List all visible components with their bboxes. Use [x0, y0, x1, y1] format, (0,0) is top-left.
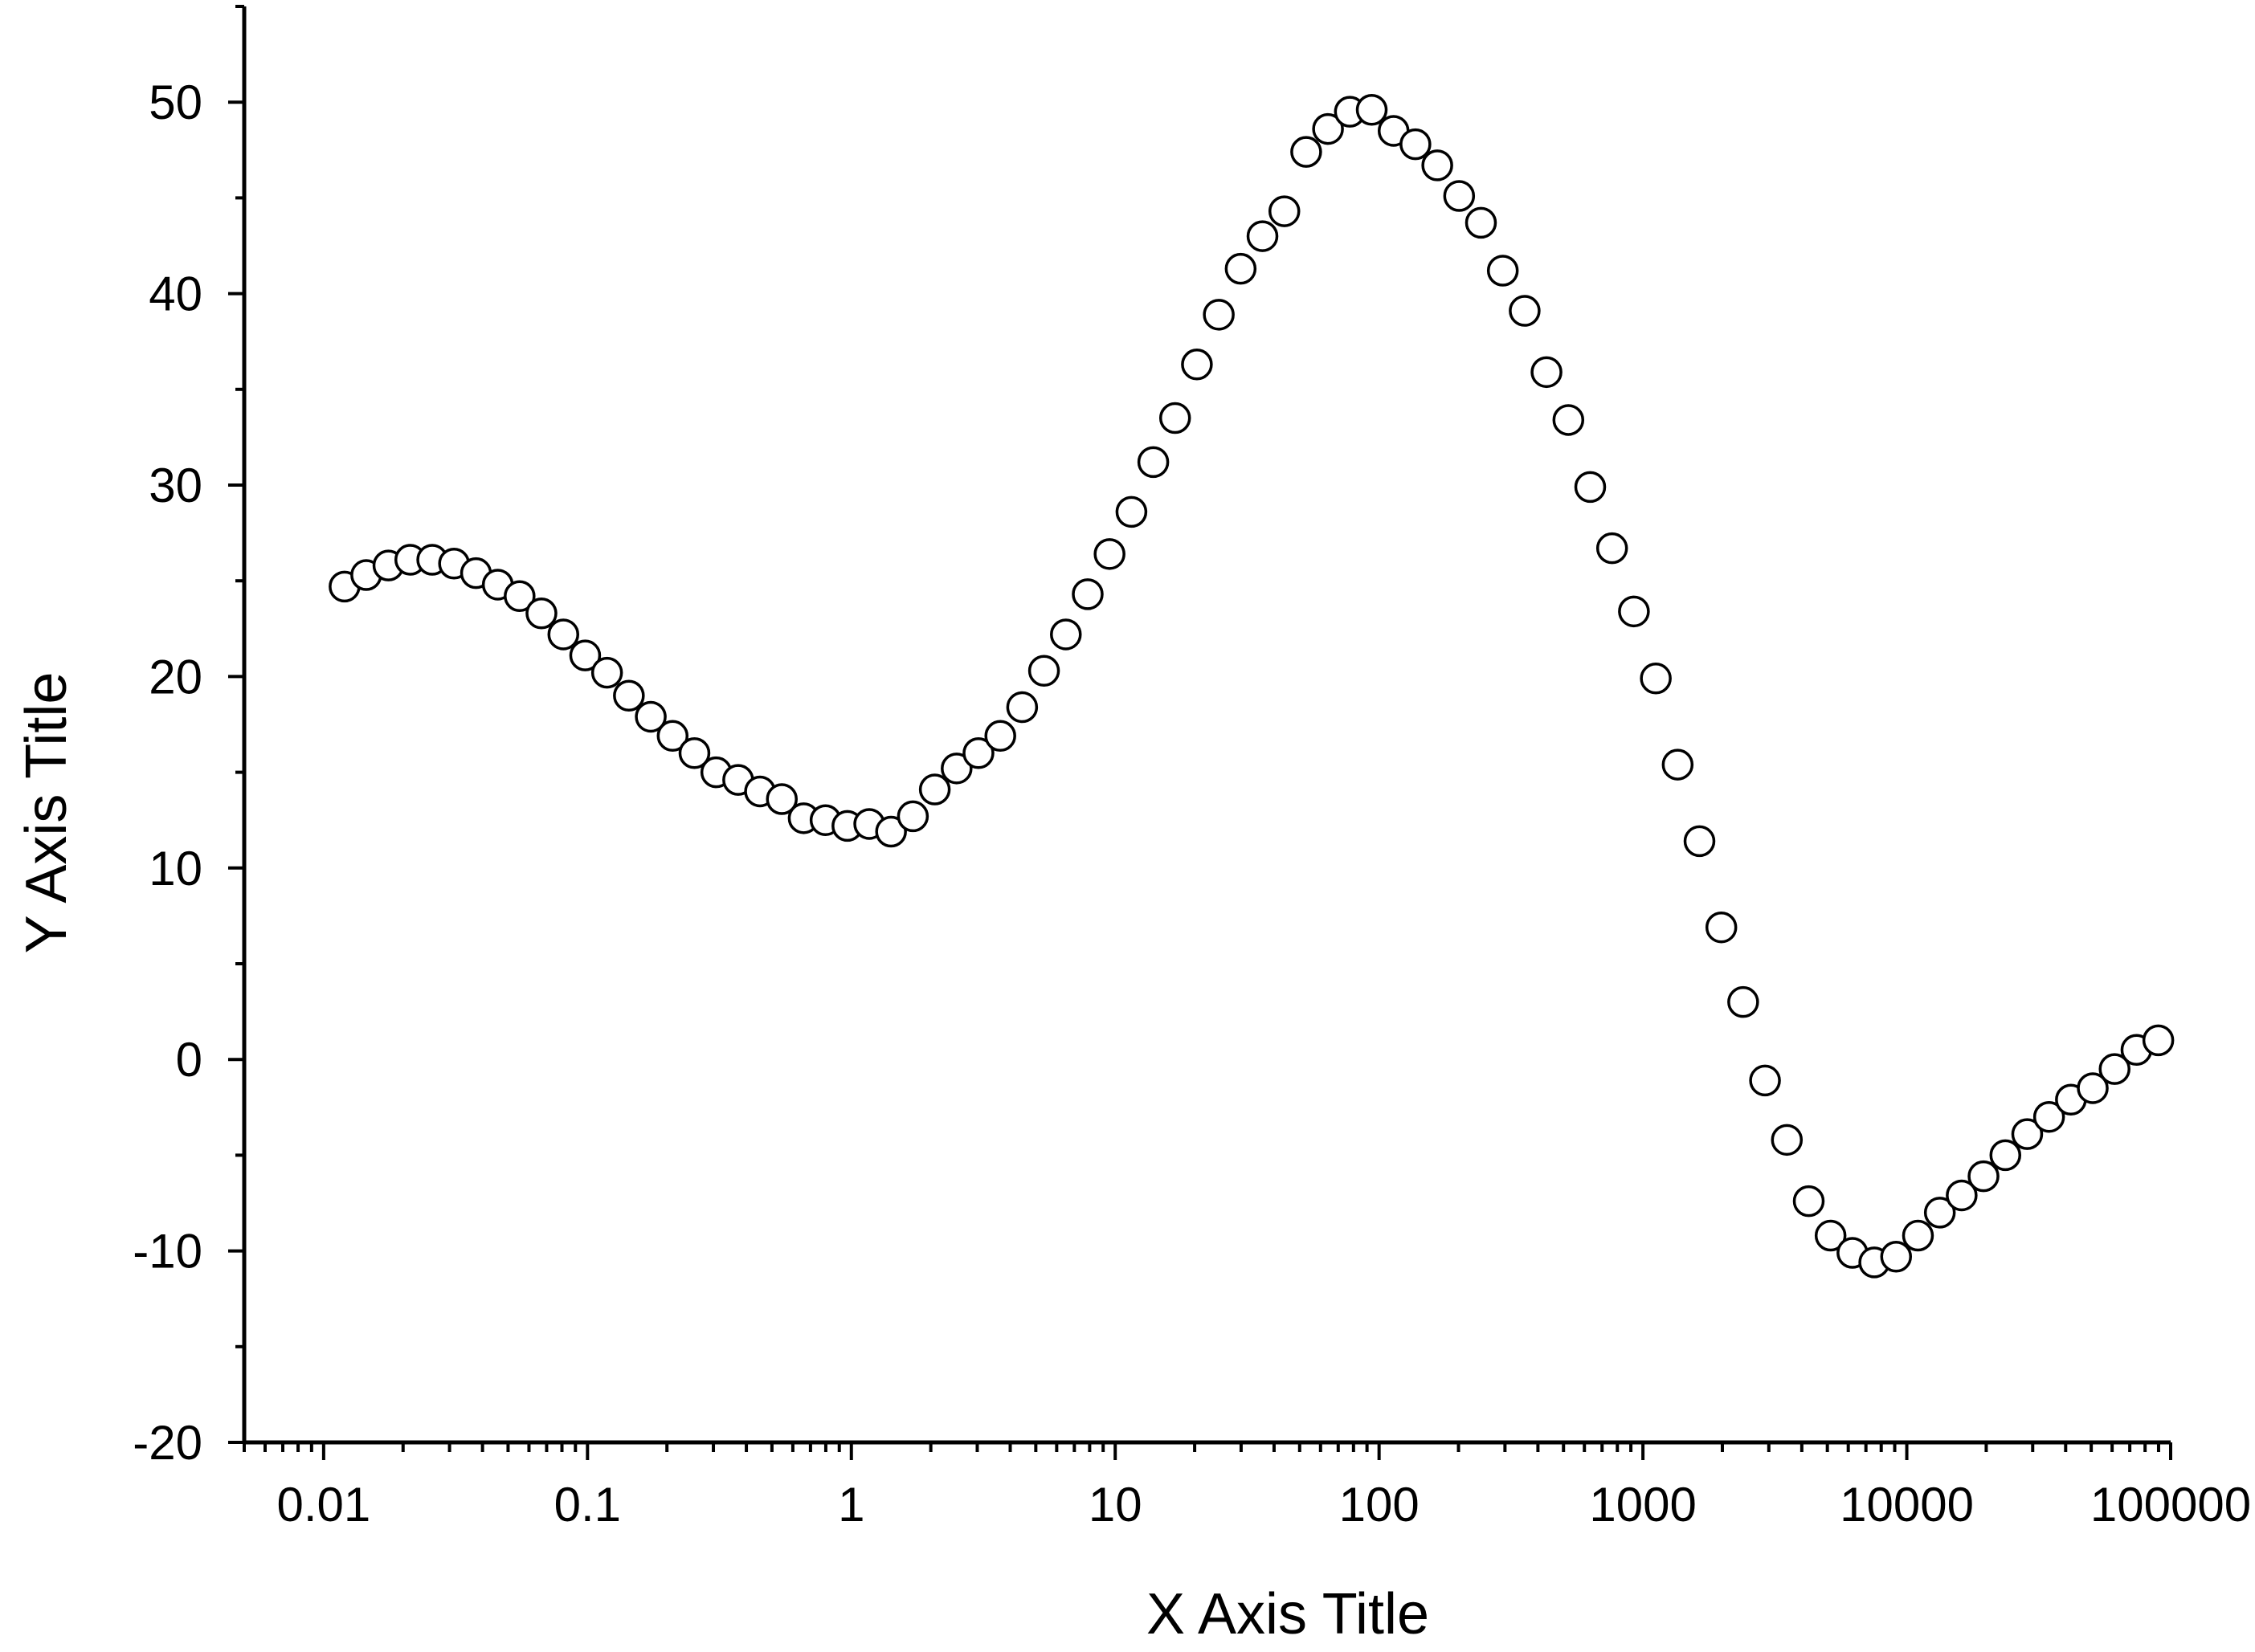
- data-point: [2032, 1100, 2065, 1133]
- data-point: [897, 800, 929, 833]
- y-tick-label: 40: [149, 267, 202, 321]
- data-point: [547, 618, 580, 651]
- data-point: [1967, 1160, 2000, 1193]
- data-point: [941, 753, 973, 785]
- x-tick-label: 1000: [1589, 1478, 1696, 1532]
- y-tick-label: -10: [133, 1225, 202, 1279]
- data-point: [1443, 180, 1476, 212]
- data-point: [1246, 220, 1279, 252]
- data-point: [1006, 691, 1039, 724]
- data-point: [525, 597, 558, 630]
- data-point: [1355, 93, 1388, 126]
- data-point: [1465, 206, 1497, 239]
- data-point: [1181, 349, 1213, 381]
- data-point: [1771, 1124, 1804, 1156]
- x-tick-label: 10: [1089, 1478, 1142, 1532]
- data-point: [2098, 1053, 2130, 1085]
- x-tick-label: 1: [838, 1478, 864, 1532]
- data-point: [1595, 532, 1628, 565]
- data-point: [1290, 136, 1322, 168]
- data-point: [1072, 578, 1104, 610]
- data-point: [1027, 655, 1060, 687]
- data-point: [613, 679, 645, 712]
- data-point: [1727, 985, 1759, 1018]
- data-point: [1509, 295, 1541, 327]
- data-point: [1312, 112, 1344, 145]
- data-point: [1705, 911, 1738, 944]
- x-axis: 0.01 0.1 1 10 100 1000 10000 100000: [243, 1440, 2251, 1532]
- data-point: [1749, 1064, 1781, 1097]
- data-point: [1618, 595, 1650, 628]
- data-point: [918, 773, 951, 806]
- data-point: [984, 720, 1016, 753]
- data-point: [1203, 299, 1235, 331]
- data-point: [1574, 471, 1607, 504]
- x-tick-label: 0.1: [554, 1478, 621, 1532]
- y-axis-title: Y Axis Title: [14, 672, 79, 954]
- y-tick-label: -20: [133, 1416, 202, 1470]
- data-point: [1946, 1179, 1978, 1212]
- data-point: [1989, 1139, 2022, 1172]
- data-point: [504, 580, 536, 613]
- data-point: [1530, 356, 1563, 389]
- y-tick-label: 10: [149, 842, 202, 895]
- x-axis-title: X Axis Title: [1146, 1582, 1429, 1646]
- y-tick-label: 20: [149, 650, 202, 704]
- data-point: [1661, 748, 1694, 781]
- data-point: [2142, 1024, 2175, 1057]
- x-tick-label: 0.01: [276, 1478, 370, 1532]
- y-axis: -20 -10 0 10 20 30 40 50: [133, 5, 247, 1470]
- data-point: [590, 656, 623, 689]
- data-point: [1486, 255, 1519, 287]
- data-point: [1923, 1197, 1956, 1229]
- data-point: [1552, 404, 1585, 436]
- data-point: [678, 737, 711, 769]
- data-point: [1814, 1219, 1847, 1252]
- data-point: [1880, 1241, 1913, 1273]
- data-point: [1792, 1185, 1825, 1218]
- data-point: [1683, 825, 1716, 858]
- data-point: [1902, 1219, 1934, 1252]
- data-point: [656, 720, 689, 753]
- data-point: [962, 737, 995, 769]
- data-point: [1399, 128, 1432, 161]
- data-point: [1093, 538, 1125, 570]
- data-markers: [329, 93, 2175, 1279]
- data-point: [875, 815, 907, 848]
- x-tick-label: 100: [1339, 1478, 1420, 1532]
- data-point: [569, 639, 602, 671]
- data-point: [1640, 663, 1672, 695]
- y-tick-label: 50: [149, 75, 202, 129]
- data-point: [1421, 149, 1453, 182]
- data-point: [1115, 496, 1148, 528]
- data-point: [766, 783, 798, 815]
- data-point: [2077, 1072, 2109, 1104]
- data-point: [1224, 252, 1257, 285]
- data-point: [1050, 618, 1082, 651]
- x-tick-label: 10000: [1840, 1478, 1974, 1532]
- y-tick-label: 0: [176, 1033, 202, 1087]
- data-point: [1268, 195, 1301, 227]
- x-tick-label: 100000: [2090, 1478, 2251, 1532]
- y-tick-label: 30: [149, 459, 202, 512]
- data-point: [635, 700, 667, 733]
- data-point: [1158, 402, 1191, 434]
- data-point: [2011, 1118, 2044, 1150]
- data-point: [1137, 446, 1170, 479]
